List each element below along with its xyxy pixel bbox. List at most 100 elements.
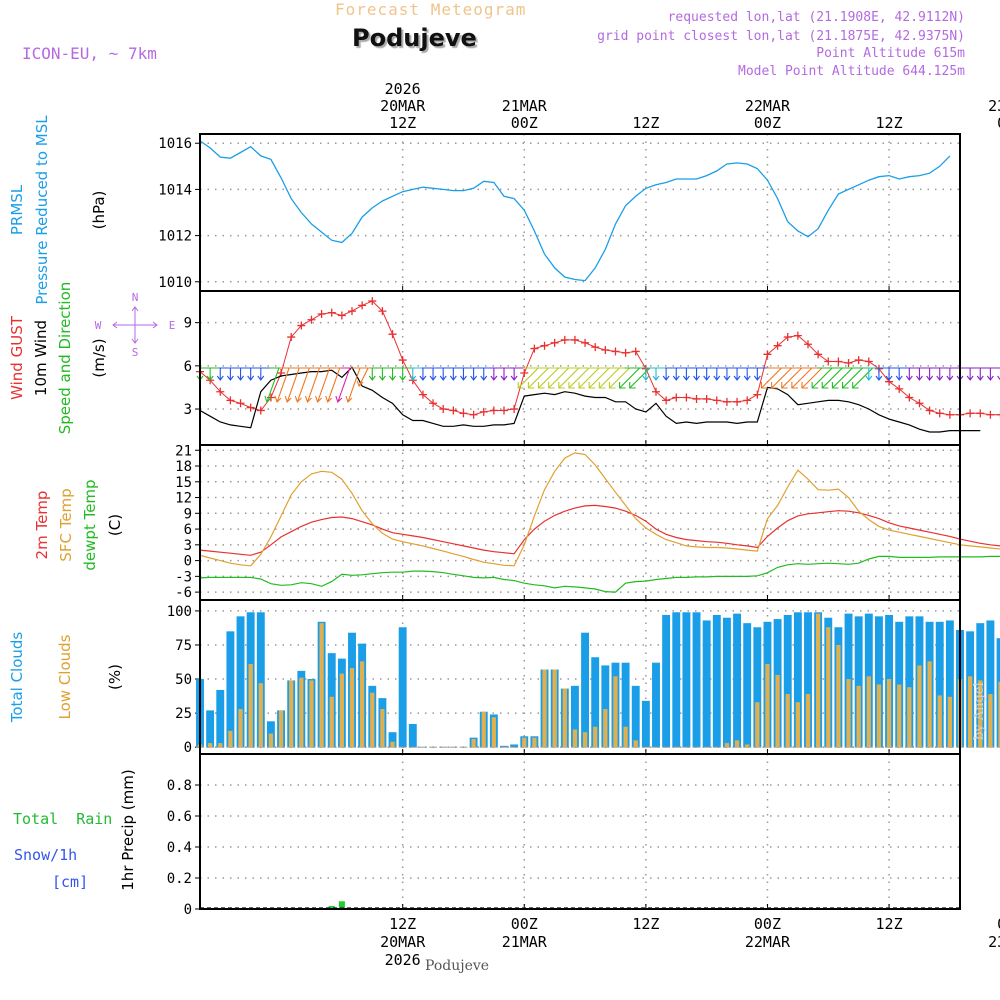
requested-coordinates: requested lon,lat (21.1908E, 42.9112N) [667,10,965,25]
low-cloud-bar [907,687,912,748]
y-tick-label: 75 [175,638,192,654]
wind-axis-label-0: Wind GUST [8,315,26,400]
dewpoint-line [199,555,1000,593]
wind-gust-marker [226,396,235,405]
wind-gust-marker [591,343,600,352]
wind-gust-marker [662,396,671,405]
wind-gust-marker [783,333,792,342]
wind-gust-marker [348,307,356,316]
top-time-label: 22MAR [745,97,791,115]
wind-direction-barb [399,368,407,381]
low-cloud-bar [927,661,932,748]
wind-direction-barb [237,368,244,381]
wind-gust-marker [722,397,731,406]
wind-gust-marker [570,335,579,344]
wind-direction-barb [527,367,549,389]
wind-gust-marker [763,350,772,359]
precip-legend-total: Total [13,810,59,828]
low-cloud-bar [471,739,476,748]
precip-legend-total-rain: Total Rain [13,810,112,828]
wind-direction-barb [500,368,508,381]
low-cloud-bar [491,717,496,748]
y-tick-label: 0.4 [167,840,192,856]
wind-gust-marker [945,410,954,419]
top-time-label: 20MAR [380,97,426,115]
wind-gust-marker [510,405,519,414]
total-cloud-bar [793,612,802,748]
station-name: Podujeve [352,24,477,52]
low-cloud-bar [805,694,811,748]
low-cloud-bar [289,680,294,748]
low-cloud-bar [745,744,750,748]
point-altitude: Point Altitude 615m [816,46,965,61]
y-tick-label: 0 [184,740,192,756]
low-cloud-bar [309,680,314,748]
total-cloud-bar [905,616,914,748]
compass-e-label: E [169,319,176,332]
y-tick-label: 1012 [158,229,192,245]
wind-direction-barb [619,367,640,389]
wind-gust-marker [834,357,843,366]
pressure-axis-label-2: (hPa) [90,191,108,230]
top-time-label: 12Z [876,114,903,132]
low-cloud-bar [836,644,841,748]
wind-direction-barb [652,368,660,381]
low-cloud-bar [268,733,274,748]
wind-direction-barb [419,368,427,381]
low-cloud-bar [826,627,831,748]
wind-gust-marker [398,356,407,365]
total-cloud-bar [743,623,752,748]
wind-direction-barb [389,368,396,381]
chart-title: Forecast Meteogram [335,0,527,19]
wind-gust-marker [500,406,508,415]
low-cloud-bar [633,740,638,748]
wind-direction-barb [821,367,843,389]
wind-gust-marker [540,341,549,350]
wind-gust-marker [246,403,255,412]
y-tick-label: -6 [175,585,192,601]
low-cloud-bar [937,695,942,748]
low-cloud-bar [390,741,395,748]
pressure-line [199,140,951,282]
low-cloud-bar [897,684,902,748]
wind-direction-barb [905,368,913,381]
wind-gust-marker [560,335,569,344]
low-cloud-bar [866,676,871,748]
low-cloud-bar [886,679,892,748]
y-tick-label: 12 [175,491,192,507]
total-cloud-bar [581,632,590,748]
wind-speed-line [199,366,981,433]
wind-gust-marker [935,409,944,418]
top-time-label: 12Z [389,114,416,132]
wind-gust-marker [358,301,367,310]
wind-direction-barb [811,367,833,389]
low-cloud-bar [613,676,618,748]
wind-direction-barb [274,367,290,404]
y-tick-label: -3 [175,569,192,585]
wind-gust-marker [986,410,995,419]
rain-bar [338,901,345,909]
wind-direction-barb [460,368,467,381]
wind-gust-marker [895,384,904,393]
cloud-axis-label-1: Low Clouds [56,634,74,719]
low-cloud-bar [968,676,973,748]
low-cloud-bar [724,743,730,748]
wind-direction-barb [966,368,974,381]
total-cloud-bar [398,627,407,748]
panel-frame [199,753,961,910]
wind-gust-marker [702,394,711,403]
wind-direction-barb [753,368,761,381]
footer-station-name: Podujeve [425,958,490,974]
total-cloud-bar [945,620,954,748]
low-cloud-bar [552,669,557,748]
y-tick-label: 3 [184,402,192,418]
low-cloud-bar [603,709,608,748]
wind-direction-barb [693,368,700,381]
low-cloud-bar [258,683,263,748]
total-cloud-bar [753,627,762,748]
wind-gust-marker [682,393,691,402]
low-cloud-bar [562,688,567,748]
